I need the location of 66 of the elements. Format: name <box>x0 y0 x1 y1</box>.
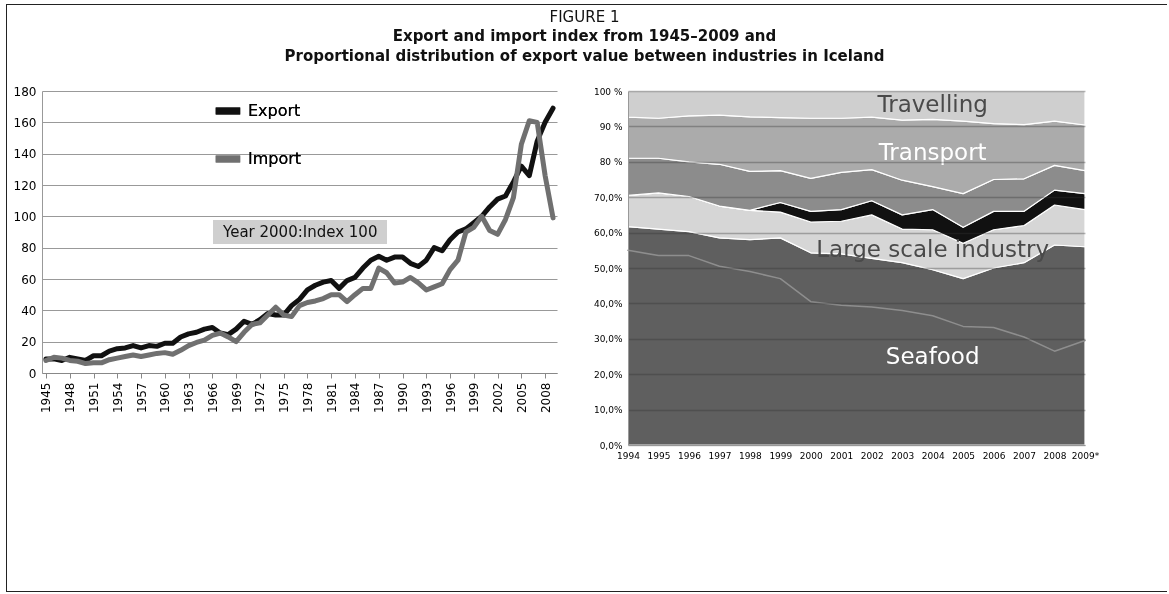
y-tick-label: 50,0% <box>593 263 623 274</box>
series-label: Travelling <box>876 91 988 118</box>
x-tick-label: 1951 <box>87 382 101 414</box>
legend-label: Export <box>247 101 301 120</box>
x-tick-label: 2001 <box>830 450 854 461</box>
x-tick-label: 1966 <box>205 382 220 414</box>
x-tick-label: 1969 <box>229 382 244 414</box>
y-tick-label: 100 <box>13 209 37 224</box>
x-tick-label: 2008 <box>538 382 553 414</box>
chart-title: FIGURE 1 <box>548 8 621 26</box>
x-tick-label: 1960 <box>158 382 173 414</box>
y-tick-label: 80 % <box>599 157 623 168</box>
x-tick-label: 2007 <box>1013 450 1037 461</box>
x-tick-label: 1997 <box>708 450 732 461</box>
x-tick-label: 1945 <box>39 382 54 414</box>
legend-label: Import <box>247 149 302 168</box>
y-tick-label: 60,0% <box>593 228 623 239</box>
x-tick-label: 1957 <box>134 382 149 414</box>
x-tick-label: 2005 <box>514 382 529 414</box>
y-tick-label: 10,0% <box>593 405 623 416</box>
x-tick-label: 1995 <box>647 450 671 461</box>
y-tick-label: 70,0% <box>593 192 623 203</box>
x-tick-label: 1978 <box>300 382 315 414</box>
x-tick-label: 1993 <box>419 382 434 414</box>
y-tick-label: 40,0% <box>593 298 623 309</box>
y-tick-label: 30,0% <box>593 334 623 345</box>
y-tick-label: 20,0% <box>593 369 623 380</box>
x-tick-label: 2002 <box>860 450 884 461</box>
y-tick-label: 0 <box>28 366 37 381</box>
x-tick-label: 1994 <box>617 450 641 461</box>
x-tick-label: 1975 <box>277 382 292 414</box>
annotation: Year 2000:Index 100 <box>213 220 388 244</box>
y-tick-label: 80 <box>21 241 37 256</box>
x-tick-label: 1987 <box>372 382 387 414</box>
x-tick-label: 2004 <box>921 450 945 461</box>
chart-subtitle: Export and import index from 1945–2009 and Proportional distribution of export value between industries in Iceland <box>283 26 886 66</box>
x-tick-label: 2008 <box>1043 450 1067 461</box>
x-tick-label: 1981 <box>324 382 339 414</box>
x-tick-label: 2003 <box>891 450 915 461</box>
x-tick-label: 1990 <box>396 382 410 414</box>
series-label: Transport <box>877 138 987 165</box>
x-tick-label: 2002 <box>491 382 506 414</box>
x-tick-label: 2005 <box>952 450 976 461</box>
y-tick-label: 120 <box>13 178 37 193</box>
y-tick-label: 20 <box>21 335 37 350</box>
x-tick-label: 1996 <box>677 450 702 461</box>
x-tick-label: 1999 <box>467 382 482 414</box>
x-tick-label: 1984 <box>348 382 363 414</box>
y-tick-label: 90 % <box>599 121 623 132</box>
x-tick-label: 1948 <box>63 382 78 414</box>
y-tick-label: 160 <box>13 115 37 130</box>
x-tick-label: 2000 <box>799 450 824 461</box>
y-tick-label: 140 <box>13 147 37 162</box>
y-tick-label: 100 % <box>593 86 623 97</box>
x-tick-label: 1999 <box>769 450 793 461</box>
x-tick-label: 1998 <box>738 450 763 461</box>
x-tick-label: 1954 <box>110 382 125 414</box>
x-tick-label: 1963 <box>182 382 197 414</box>
x-tick-label: 1996 <box>443 382 458 414</box>
x-tick-label: 2006 <box>982 450 1006 461</box>
x-tick-label: 2009* <box>1071 450 1100 461</box>
y-tick-label: 0,0% <box>599 440 623 451</box>
y-tick-label: 60 <box>21 272 37 287</box>
x-tick-label: 1972 <box>253 382 268 414</box>
y-tick-label: 40 <box>21 303 37 318</box>
y-tick-label: 180 <box>13 84 37 99</box>
